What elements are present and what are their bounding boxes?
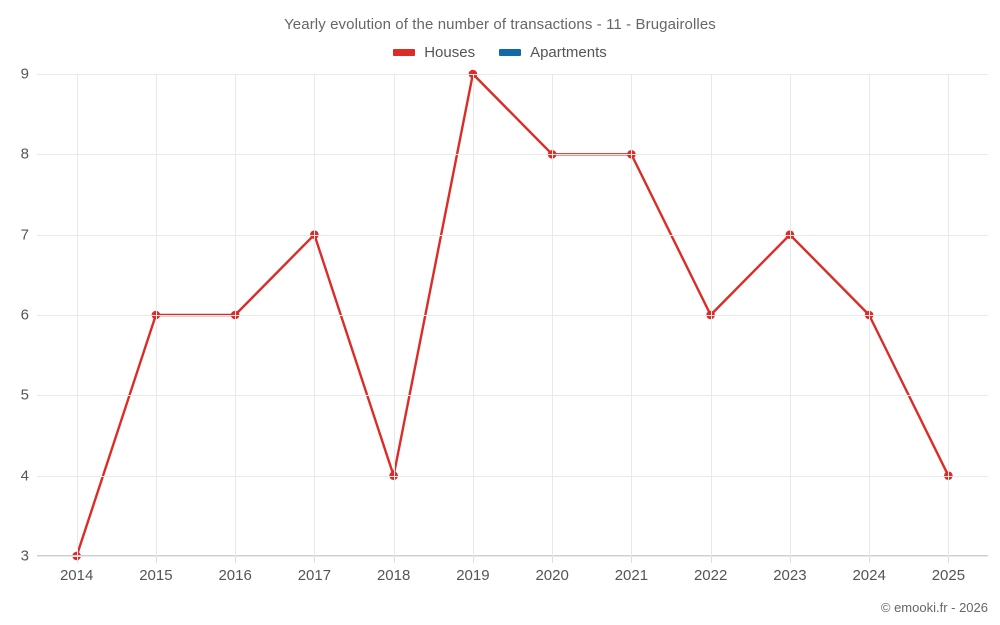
- gridline-horizontal: [37, 556, 988, 557]
- gridline-horizontal: [37, 74, 988, 75]
- x-axis-tick: [631, 556, 632, 563]
- x-axis-tick-label: 2018: [376, 567, 411, 584]
- x-axis-tick: [394, 556, 395, 563]
- y-axis: 3 4 5 6 7 8 9: [0, 67, 29, 564]
- line-swatch-icon: [393, 49, 416, 56]
- gridline-vertical: [552, 74, 553, 556]
- gridline-horizontal: [37, 154, 988, 155]
- plot-area: [37, 69, 988, 563]
- x-axis-tick-label: 2023: [773, 567, 807, 584]
- legend-item-houses[interactable]: Houses: [393, 44, 475, 61]
- x-axis-tick-label: 2020: [535, 567, 569, 584]
- data-point-marker[interactable]: [389, 471, 398, 480]
- gridline-vertical: [314, 74, 315, 556]
- x-axis-line: [37, 555, 988, 556]
- y-axis-tick-label: 6: [20, 306, 29, 324]
- data-point-marker[interactable]: [785, 230, 795, 239]
- gridline-vertical: [77, 74, 78, 556]
- y-axis-tick-label: 4: [20, 467, 29, 485]
- chart-legend: Houses Apartments: [0, 44, 1000, 61]
- y-axis-tick-label: 9: [20, 65, 29, 83]
- x-axis-tick-label: 2015: [139, 567, 173, 584]
- legend-label: Apartments: [530, 44, 607, 61]
- legend-item-apartments[interactable]: Apartments: [499, 44, 607, 61]
- x-axis-tick: [790, 556, 791, 563]
- y-axis-tick-label: 3: [20, 547, 29, 565]
- y-axis-tick-label: 5: [20, 386, 29, 404]
- x-axis-tick-label: 2014: [59, 567, 94, 584]
- x-axis-tick: [869, 556, 870, 563]
- gridline-vertical: [790, 74, 791, 556]
- x-axis-tick: [711, 556, 712, 563]
- gridline-horizontal: [37, 476, 988, 477]
- gridline-vertical: [869, 74, 870, 556]
- x-axis-tick: [235, 556, 236, 563]
- x-axis-tick-label: 2024: [852, 567, 886, 584]
- line-swatch-icon: [499, 49, 522, 56]
- y-axis-tick-label: 7: [20, 226, 29, 244]
- x-axis-tick: [77, 556, 78, 563]
- x-axis-tick-label: 2017: [297, 567, 332, 584]
- x-axis-tick: [473, 556, 474, 563]
- legend-label: Houses: [424, 44, 476, 61]
- x-axis-tick: [948, 556, 949, 563]
- gridline-horizontal: [37, 315, 988, 316]
- x-axis-tick: [156, 556, 157, 563]
- gridline-vertical: [394, 74, 395, 556]
- gridline-vertical: [948, 74, 949, 556]
- gridline-horizontal: [37, 235, 988, 236]
- x-axis-tick-label: 2025: [931, 567, 966, 584]
- gridline-vertical: [156, 74, 157, 556]
- x-axis-tick: [552, 556, 553, 563]
- gridline-horizontal: [37, 395, 988, 396]
- x-axis: 2014 2015 2016 2017 2018 2019 2020 2021 2022 2023…: [37, 568, 988, 588]
- gridline-vertical: [631, 74, 632, 556]
- y-axis-tick-label: 8: [20, 145, 29, 163]
- footer-credit: © emooki.fr - 2026: [880, 600, 988, 615]
- chart-title: Yearly evolution of the number of transa…: [284, 16, 716, 33]
- x-axis-tick: [314, 556, 315, 563]
- x-axis-tick-label: 2022: [693, 567, 728, 584]
- x-axis-tick-label: 2019: [456, 567, 490, 584]
- x-axis-tick-label: 2021: [614, 567, 649, 584]
- gridline-vertical: [235, 74, 236, 556]
- gridline-vertical: [473, 74, 474, 556]
- gridline-vertical: [711, 74, 712, 556]
- x-axis-tick-label: 2016: [218, 567, 252, 584]
